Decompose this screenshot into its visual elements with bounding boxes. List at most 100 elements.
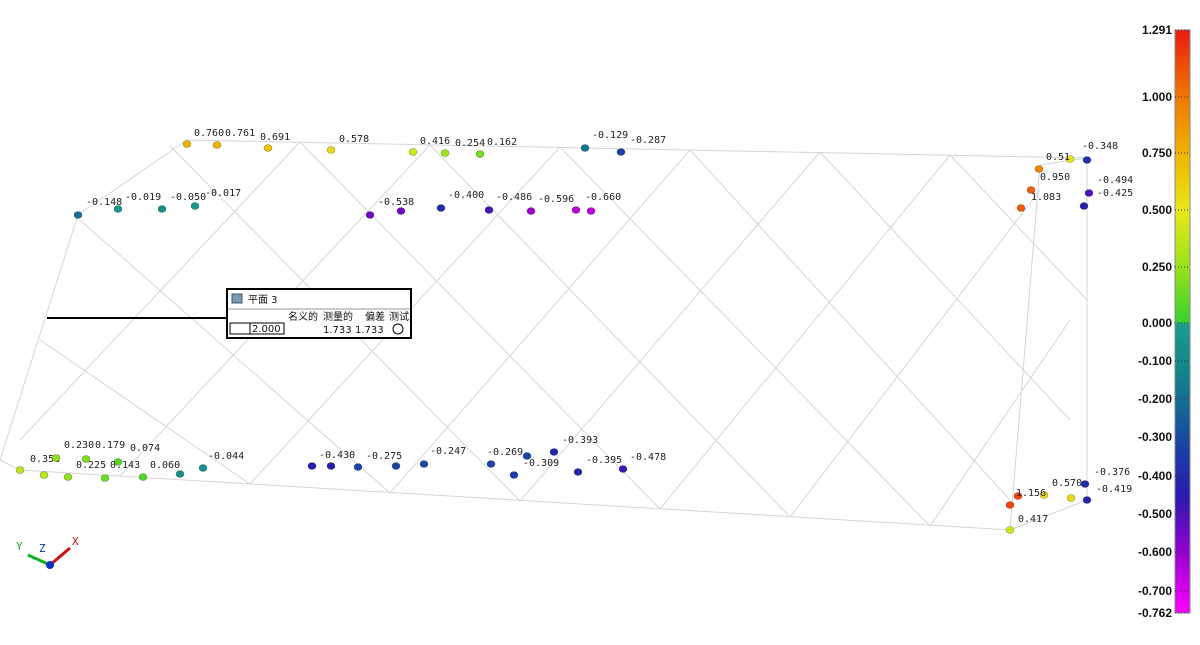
measurement-point — [1005, 526, 1015, 534]
point-label: 0.416 — [420, 136, 450, 147]
legend-label: 0.250 — [1142, 260, 1172, 274]
measurement-point — [157, 205, 167, 213]
measurement-point — [549, 448, 559, 456]
legend-label: 0.750 — [1142, 146, 1172, 160]
measurement-point — [1066, 494, 1076, 502]
point-label: 0.578 — [339, 134, 369, 145]
measurement-point — [486, 460, 496, 468]
point-label: -0.044 — [208, 451, 244, 462]
legend-label: -0.500 — [1138, 507, 1172, 521]
axis-z: Z — [39, 542, 46, 555]
axis-x: X — [72, 535, 79, 548]
measurement-point — [1039, 491, 1049, 499]
point-label: 0.760 — [194, 128, 224, 139]
measurement-point — [1016, 204, 1026, 212]
point-label: 0.691 — [260, 132, 290, 143]
measurement-point — [100, 474, 110, 482]
axis-triad: X Y Z — [16, 535, 79, 569]
measurement-point — [365, 211, 375, 219]
point-label: 0.225 — [76, 460, 106, 471]
measurement-point — [509, 471, 519, 479]
measurement-point — [408, 148, 418, 156]
point-label: 0.761 — [225, 128, 255, 139]
point-label: 0.143 — [110, 460, 140, 471]
point-label: -0.486 — [496, 192, 532, 203]
callout-title: 平面 3 — [248, 295, 278, 306]
point-label: -0.393 — [562, 435, 598, 446]
axis-y: Y — [16, 540, 23, 553]
legend-label: 0.000 — [1142, 316, 1172, 330]
header: 测量的 — [323, 310, 353, 323]
legend-label: -0.100 — [1138, 354, 1172, 368]
measurement-point — [391, 462, 401, 470]
test-status — [392, 323, 404, 335]
measurement-point — [571, 206, 581, 214]
point-label: -0.430 — [319, 450, 355, 461]
point-label: 0.254 — [455, 138, 485, 149]
legend-label: 1.000 — [1142, 90, 1172, 104]
point-label: -0.148 — [86, 197, 122, 208]
legend-label: -0.600 — [1138, 545, 1172, 559]
measurement-point — [616, 148, 626, 156]
measurement-point — [212, 141, 222, 149]
point-label: -0.395 — [586, 455, 622, 466]
point-label: 0.230 — [64, 440, 94, 451]
callout[interactable]: 平面 3 名义的 测量的 偏差 测试 2.000 1.733 1.733 — [226, 288, 412, 339]
measurement-point — [522, 452, 532, 460]
measurement-point — [73, 211, 83, 219]
point-label: 0.162 — [487, 137, 517, 148]
measurement-point — [263, 144, 273, 152]
nominal-cell — [249, 322, 285, 335]
legend-label: -0.400 — [1138, 469, 1172, 483]
measurement-point — [475, 150, 485, 158]
measurement-point — [1005, 501, 1015, 509]
deviation: 1.733 — [355, 325, 384, 336]
point-label: -0.247 — [430, 446, 466, 457]
measurement-point — [396, 207, 406, 215]
measurement-point — [113, 205, 123, 213]
measurement-point — [51, 454, 61, 462]
point-label: 0.060 — [150, 460, 180, 471]
measurement-point — [353, 463, 363, 471]
point-label: 0.074 — [130, 443, 160, 454]
point-label: -0.348 — [1082, 141, 1118, 152]
measurement-point — [113, 458, 123, 466]
plane-icon — [231, 293, 243, 304]
point-label: -0.494 — [1097, 175, 1133, 186]
measurement-point — [1065, 155, 1075, 163]
point-label: -0.376 — [1094, 467, 1130, 478]
legend-label: -0.200 — [1138, 392, 1172, 406]
measurement-point — [484, 206, 494, 214]
measurement-point — [81, 455, 91, 463]
point-label: -0.425 — [1097, 188, 1133, 199]
point-label: -0.050 — [170, 192, 206, 203]
measurement-point — [175, 470, 185, 478]
legend-label: 1.291 — [1142, 23, 1172, 37]
measurement-point — [440, 149, 450, 157]
point-label: -0.017 — [205, 188, 241, 199]
measurement-point — [526, 207, 536, 215]
point-label: -0.269 — [487, 447, 523, 458]
measurement-point — [190, 202, 200, 210]
point-label: 0.417 — [1018, 514, 1048, 525]
measurement-point — [326, 462, 336, 470]
measurement-point — [138, 473, 148, 481]
header: 名义的 — [288, 310, 318, 323]
point-label: 1.156 — [1016, 488, 1046, 499]
measurement-point — [63, 473, 73, 481]
measurement-point — [1026, 186, 1036, 194]
callout-box — [226, 288, 412, 339]
color-bar — [1174, 29, 1191, 614]
wireframe — [0, 139, 1088, 531]
header: 测试 — [389, 310, 409, 323]
point-label: -0.287 — [630, 135, 666, 146]
point-label: -0.019 — [125, 192, 161, 203]
legend-label: -0.300 — [1138, 430, 1172, 444]
measured: 1.733 — [323, 325, 352, 336]
point-label: -0.400 — [448, 190, 484, 201]
point-label: -0.129 — [592, 130, 628, 141]
measurement-point — [1080, 480, 1090, 488]
point-label: -0.596 — [538, 194, 574, 205]
